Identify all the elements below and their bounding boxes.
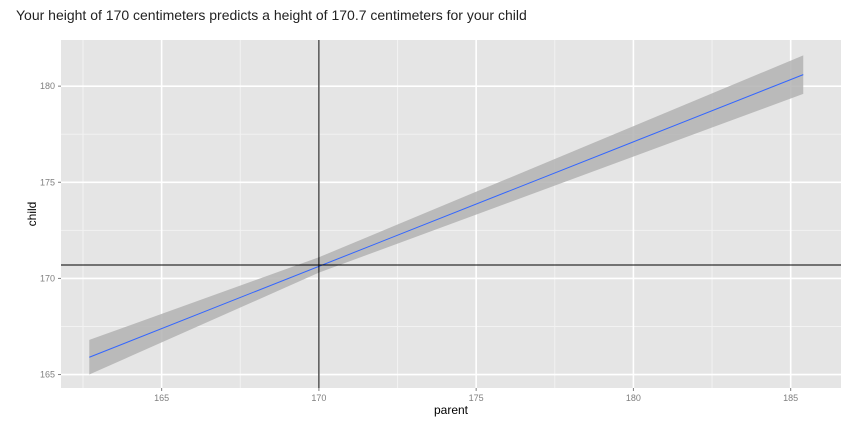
y-tick-label: 175 (40, 177, 55, 187)
y-tick-label: 180 (40, 81, 55, 91)
x-tick-label: 165 (154, 393, 169, 403)
confidence-band (89, 55, 804, 375)
x-axis-ticks: 165 170 175 180 185 (154, 388, 798, 403)
regression-lines (89, 74, 804, 358)
x-tick-label: 185 (783, 393, 798, 403)
x-tick-label: 170 (311, 393, 326, 403)
x-axis-title: parent (434, 403, 469, 417)
prediction-text: Your height of 170 centimeters predicts … (16, 7, 527, 23)
y-tick-label: 165 (40, 370, 55, 380)
y-axis-ticks: 165 170 175 180 (40, 81, 61, 380)
x-tick-label: 175 (469, 393, 484, 403)
y-axis-title: child (25, 202, 39, 227)
reference-lines (61, 40, 841, 388)
x-tick-label: 180 (626, 393, 641, 403)
regression-line (89, 74, 804, 358)
y-tick-label: 170 (40, 273, 55, 283)
